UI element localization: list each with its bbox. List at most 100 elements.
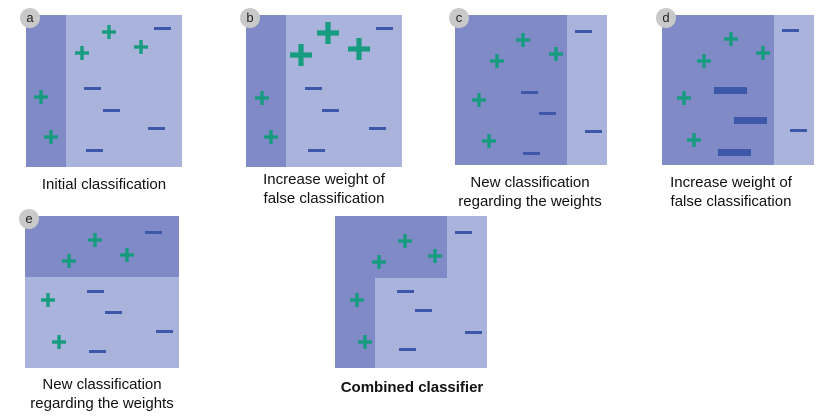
panel-d-plot [662,15,814,165]
panel-combined-plot [335,216,487,368]
plus-mark [428,249,442,263]
plus-mark [120,248,134,262]
plus-mark [134,40,148,54]
dark-region-left [246,15,286,167]
plus-mark [516,33,530,47]
minus-marks [305,27,393,152]
minus-mark [154,27,171,30]
minus-mark [103,109,120,112]
panel-badge: b [240,8,260,28]
plus-marks [41,233,134,349]
minus-marks [521,30,602,155]
minus-mark [790,129,807,132]
minus-mark [397,290,414,293]
caption-line: Initial classification [41,176,167,193]
panel-d-caption: Increase weight of false classification [633,173,829,211]
plus-mark-large [290,44,312,66]
plus-mark [52,335,66,349]
caption-line: Combined classifier [340,379,484,396]
plus-mark [34,90,48,104]
minus-mark [145,231,162,234]
caption-line: false classification [670,193,792,210]
minus-mark [87,290,104,293]
minus-mark [148,127,165,130]
plus-mark-large [348,38,370,60]
plus-mark [88,233,102,247]
plus-mark [41,293,55,307]
panel-badge: c [449,8,469,28]
dark-region-top [25,216,179,277]
combined-caption: Combined classifier [296,378,528,397]
minus-mark [575,30,592,33]
minus-mark [415,309,432,312]
minus-mark [521,91,538,94]
caption-line: regarding the weights [30,395,174,412]
plus-mark [255,91,269,105]
minus-mark [156,330,173,333]
panel-a-caption: Initial classification [0,175,208,194]
minus-mark [376,27,393,30]
minus-mark [305,87,322,90]
plus-mark [350,293,364,307]
plus-mark [62,254,76,268]
panel-a: a [20,8,182,167]
minus-mark [465,331,482,334]
plus-mark [75,46,89,60]
minus-mark-large [734,117,767,124]
panel-e: e [19,209,179,368]
minus-mark [86,149,103,152]
minus-mark [399,348,416,351]
minus-mark-large [718,149,751,156]
plus-mark [697,54,711,68]
plus-mark [724,32,738,46]
plus-mark-large [317,22,339,44]
caption-line: New classification [470,174,590,191]
panel-e-caption: New classification regarding the weights [0,375,204,413]
minus-marks [84,27,171,152]
plus-mark [398,234,412,248]
plus-marks [677,32,770,147]
plus-mark [482,134,496,148]
minus-mark [89,350,106,353]
minus-mark [523,152,540,155]
minus-mark [455,231,472,234]
plus-mark [756,46,770,60]
panel-badge: d [656,8,676,28]
plus-mark [472,93,486,107]
dark-region-left [26,15,66,167]
panel-a-plot [26,15,182,167]
plus-mark [677,91,691,105]
panel-d: d [656,8,814,165]
plus-marks [255,22,370,144]
caption-line: regarding the weights [458,193,602,210]
dark-region-left [455,15,567,165]
minus-marks [87,231,173,353]
panel-c-caption: New classification regarding the weights [430,173,630,211]
caption-line: Increase weight of [670,174,792,191]
plus-mark [358,335,372,349]
plus-mark [264,130,278,144]
minus-mark [369,127,386,130]
minus-marks [397,231,482,351]
minus-mark [308,149,325,152]
panel-badge: e [19,209,39,229]
plus-mark [490,54,504,68]
panel-b: b [240,8,402,167]
minus-marks [714,29,807,156]
minus-mark [782,29,799,32]
plus-mark [372,255,386,269]
plus-mark [687,133,701,147]
plus-mark [102,25,116,39]
panel-badge: a [20,8,40,28]
minus-mark [539,112,556,115]
caption-line: Increase weight of [263,171,385,188]
minus-mark [585,130,602,133]
plus-mark [44,130,58,144]
minus-mark [322,109,339,112]
plus-marks [472,33,563,148]
panel-combined [335,216,487,368]
panel-c-plot [455,15,607,165]
dark-region-l-shape [335,216,447,368]
caption-line: New classification [42,376,162,393]
minus-mark-large [714,87,747,94]
